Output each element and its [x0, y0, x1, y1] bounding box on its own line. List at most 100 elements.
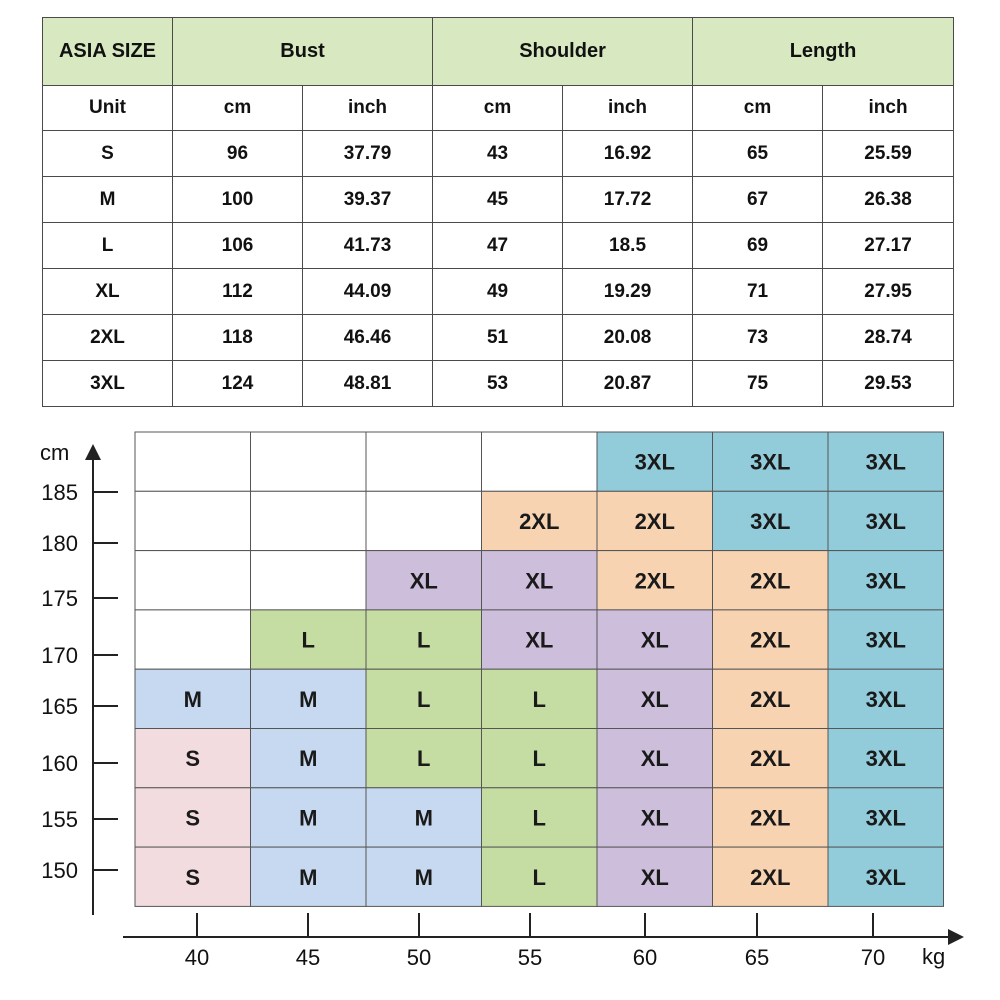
table-row: 3XL 124 48.81 53 20.87 75 29.53 — [42, 360, 955, 407]
y-tick-label: 180 — [41, 531, 78, 556]
size-cell — [827, 609, 944, 670]
y-tick-label: 155 — [41, 807, 78, 832]
table-cell: M — [42, 176, 173, 223]
table-cell: 71 — [692, 268, 824, 315]
header-asia-size: ASIA SIZE — [42, 17, 173, 86]
table-cell: 17.72 — [562, 176, 694, 223]
size-cell — [596, 550, 713, 611]
size-cell — [365, 490, 482, 552]
size-cell — [712, 787, 829, 848]
table-cell: S — [42, 130, 173, 177]
size-cell-label: 3XL — [866, 628, 906, 653]
table-cell: 25.59 — [822, 130, 955, 177]
size-cell-label: 2XL — [750, 805, 790, 830]
size-cell — [712, 490, 829, 552]
size-cell — [481, 431, 598, 492]
y-tick-label: 165 — [41, 694, 78, 719]
size-cell — [481, 787, 598, 848]
header-bust: Bust — [171, 17, 434, 86]
size-cell-label: XL — [641, 805, 669, 830]
table-cell: 28.74 — [822, 314, 955, 361]
size-cell — [134, 431, 251, 492]
size-cell-label: 3XL — [635, 450, 675, 475]
size-cell — [134, 846, 251, 907]
header-length: Length — [692, 17, 955, 86]
size-cell-label: L — [302, 628, 315, 653]
size-cell — [827, 846, 944, 907]
size-cell-label: M — [299, 805, 317, 830]
size-cell — [596, 668, 713, 729]
size-cell — [250, 490, 367, 552]
size-cell-label: 3XL — [750, 509, 790, 534]
chart-ticks: 185 180 175 170 165 160 155 150 40 45 50 55 60 65 70 — [41, 480, 885, 970]
size-cell — [134, 668, 251, 729]
y-tick-label: 170 — [41, 643, 78, 668]
size-cell — [250, 609, 367, 670]
table-row: 2XL 118 46.46 51 20.08 73 28.74 — [42, 314, 955, 361]
size-cell-label: 3XL — [866, 450, 906, 475]
size-cell-label: XL — [525, 628, 553, 653]
size-cell-label: M — [415, 805, 433, 830]
table-row: L 106 41.73 47 18.5 69 27.17 — [42, 222, 955, 269]
size-cell-label: 3XL — [866, 805, 906, 830]
size-cell — [712, 846, 829, 907]
size-cell-label: XL — [410, 568, 438, 593]
y-tick-label: 160 — [41, 751, 78, 776]
size-cell-label: 3XL — [866, 687, 906, 712]
size-cell-label: S — [185, 746, 200, 771]
table-cell: 37.79 — [301, 130, 434, 177]
chart-axes: cm kg — [40, 440, 964, 969]
size-cell — [134, 490, 251, 552]
table-cell: L — [42, 222, 173, 269]
table-cell: 45 — [432, 176, 564, 223]
size-cell-label: XL — [641, 687, 669, 712]
table-cell: 49 — [432, 268, 564, 315]
size-cell-label: 2XL — [750, 687, 790, 712]
table-unit-row: Unit cm inch cm inch cm inch — [42, 85, 955, 131]
x-tick-label: 65 — [745, 945, 769, 970]
table-cell: 73 — [692, 314, 824, 361]
size-cell — [365, 728, 482, 789]
table-cell: 118 — [172, 314, 303, 361]
table-cell: 41.73 — [301, 222, 434, 269]
table-cell: 46.46 — [301, 314, 434, 361]
table-cell: 19.29 — [562, 268, 694, 315]
x-tick-label: 40 — [185, 945, 209, 970]
size-cell-label: S — [185, 805, 200, 830]
size-cell — [250, 668, 367, 729]
size-cell — [827, 668, 944, 729]
y-tick-label: 150 — [41, 858, 78, 883]
size-cell — [365, 668, 482, 729]
size-cell — [250, 728, 367, 789]
size-cell-label: L — [533, 746, 546, 771]
size-cell-label: M — [184, 687, 202, 712]
size-cell-label: 2XL — [519, 509, 559, 534]
size-cell — [596, 787, 713, 848]
size-cell — [250, 431, 367, 492]
size-cell — [365, 787, 482, 848]
size-cell — [250, 550, 367, 611]
size-cell-label: L — [417, 746, 430, 771]
size-cell — [481, 490, 598, 552]
table-cell: 43 — [432, 130, 564, 177]
y-tick-label: 175 — [41, 586, 78, 611]
table-cell: 47 — [432, 222, 564, 269]
size-cell-label: XL — [641, 865, 669, 890]
table-cell: 16.92 — [562, 130, 694, 177]
size-cell-label: M — [299, 687, 317, 712]
table-cell: 69 — [692, 222, 824, 269]
table-cell: 96 — [172, 130, 303, 177]
table-cell: 27.17 — [822, 222, 955, 269]
size-cell-label: 3XL — [866, 746, 906, 771]
y-tick-label: 185 — [41, 480, 78, 505]
x-axis-unit: kg — [922, 944, 945, 969]
table-cell: 75 — [692, 360, 824, 407]
table-cell: 100 — [172, 176, 303, 223]
size-cell — [596, 490, 713, 552]
size-cell — [365, 431, 482, 492]
x-tick-label: 70 — [861, 945, 885, 970]
size-cell-label: L — [533, 805, 546, 830]
x-axis-arrow-icon — [948, 929, 964, 945]
chart-cells: 3XL 3XL 3XL 2XL 2XL 3XL 3XL XL XL 2XL 2XL 3XL L L XL XL… — [134, 431, 944, 907]
size-cell-label: 3XL — [750, 450, 790, 475]
